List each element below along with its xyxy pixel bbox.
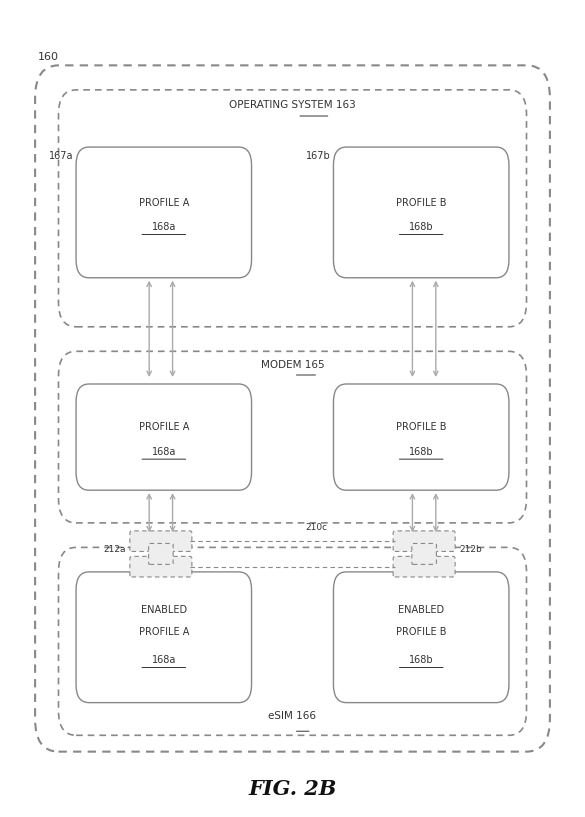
FancyBboxPatch shape bbox=[412, 543, 436, 565]
Text: ENABLED: ENABLED bbox=[398, 605, 444, 615]
FancyBboxPatch shape bbox=[76, 147, 252, 278]
FancyBboxPatch shape bbox=[393, 531, 455, 551]
Text: 212a: 212a bbox=[104, 545, 126, 555]
Text: PROFILE A: PROFILE A bbox=[139, 422, 189, 432]
Text: 168a: 168a bbox=[152, 222, 176, 232]
FancyBboxPatch shape bbox=[393, 556, 455, 577]
Text: 160: 160 bbox=[38, 52, 59, 62]
Text: OPERATING SYSTEM 163: OPERATING SYSTEM 163 bbox=[229, 100, 356, 110]
Text: 168b: 168b bbox=[409, 222, 433, 232]
FancyBboxPatch shape bbox=[35, 65, 550, 752]
Text: PROFILE B: PROFILE B bbox=[396, 198, 446, 208]
Text: 168a: 168a bbox=[152, 447, 176, 457]
Text: 168a: 168a bbox=[152, 655, 176, 665]
FancyBboxPatch shape bbox=[333, 147, 509, 278]
Text: MODEM 165: MODEM 165 bbox=[261, 360, 324, 370]
FancyBboxPatch shape bbox=[58, 90, 526, 327]
Text: PROFILE B: PROFILE B bbox=[396, 422, 446, 432]
Text: ENABLED: ENABLED bbox=[141, 605, 187, 615]
Text: PROFILE B: PROFILE B bbox=[396, 627, 446, 636]
FancyBboxPatch shape bbox=[58, 351, 526, 523]
Text: 168b: 168b bbox=[409, 655, 433, 665]
FancyBboxPatch shape bbox=[149, 543, 173, 565]
Text: 167a: 167a bbox=[49, 151, 73, 161]
FancyBboxPatch shape bbox=[130, 531, 192, 551]
FancyBboxPatch shape bbox=[333, 384, 509, 490]
FancyBboxPatch shape bbox=[333, 572, 509, 703]
Text: FIG. 2B: FIG. 2B bbox=[248, 779, 337, 799]
Text: 210c: 210c bbox=[305, 523, 328, 532]
Text: PROFILE A: PROFILE A bbox=[139, 627, 189, 636]
FancyBboxPatch shape bbox=[58, 547, 526, 735]
Text: PROFILE A: PROFILE A bbox=[139, 198, 189, 208]
FancyBboxPatch shape bbox=[76, 572, 252, 703]
Text: 212b: 212b bbox=[459, 545, 482, 555]
FancyBboxPatch shape bbox=[130, 556, 192, 577]
Text: 168b: 168b bbox=[409, 447, 433, 457]
Text: eSIM 166: eSIM 166 bbox=[269, 711, 316, 721]
Text: 167b: 167b bbox=[306, 151, 331, 161]
FancyBboxPatch shape bbox=[76, 384, 252, 490]
